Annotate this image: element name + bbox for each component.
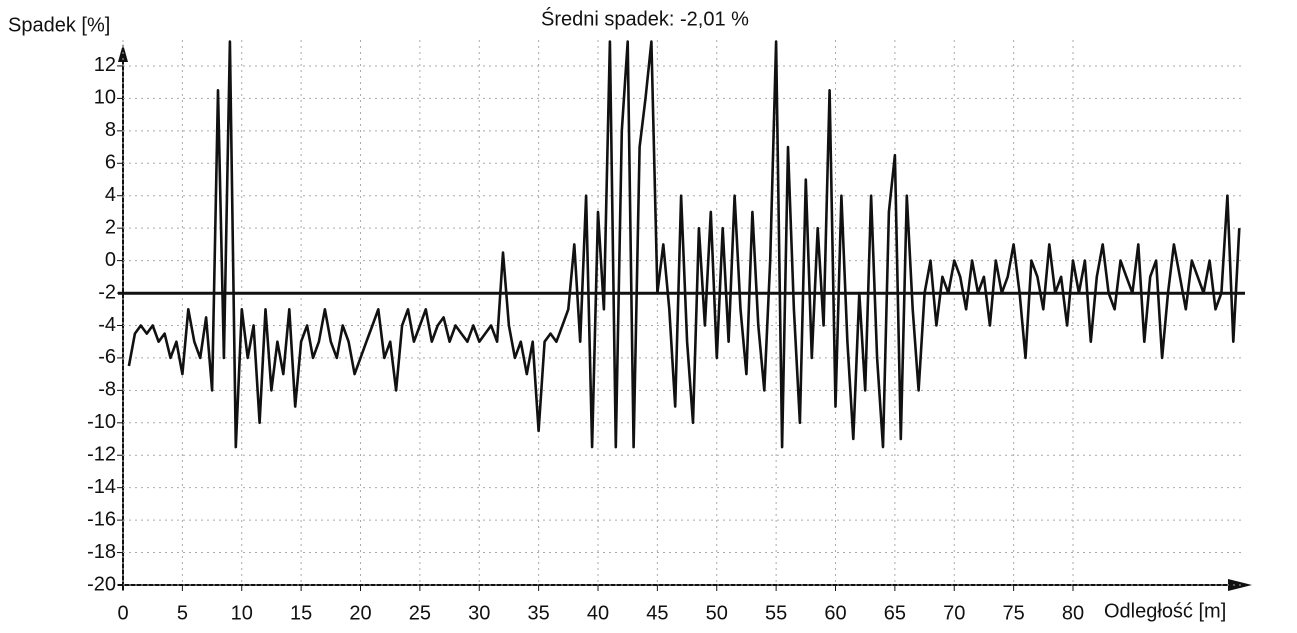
x-tick-label: 25	[409, 602, 431, 624]
y-tick-label: -4	[98, 314, 116, 336]
x-axis-label: Odległość [m]	[1104, 600, 1226, 622]
y-tick-label: -8	[98, 379, 116, 401]
y-tick-label: -16	[87, 508, 116, 530]
y-tick-label: 12	[94, 54, 116, 76]
x-tick-label: 40	[587, 602, 609, 624]
x-tick-label: 65	[884, 602, 906, 624]
x-tick-label: 75	[1003, 602, 1025, 624]
y-tick-label: -12	[87, 444, 116, 466]
y-axis-label: Spadek [%]	[8, 14, 110, 36]
x-tick-label: 10	[231, 602, 253, 624]
chart-title: Średni spadek: -2,01 %	[541, 6, 749, 30]
x-tick-label: 50	[706, 602, 728, 624]
y-tick-label: 10	[94, 87, 116, 109]
y-tick-label: -10	[87, 411, 116, 433]
x-tick-label: 45	[646, 602, 668, 624]
y-tick-label: 0	[105, 249, 116, 271]
x-tick-label: 30	[468, 602, 490, 624]
y-tick-label: 4	[105, 184, 116, 206]
y-tick-label: -18	[87, 541, 116, 563]
x-tick-label: 0	[117, 602, 128, 624]
x-tick-label: 60	[824, 602, 846, 624]
plot-area	[127, 40, 1241, 449]
x-tick-label: 55	[765, 602, 787, 624]
x-tick-label: 70	[943, 602, 965, 624]
y-tick-label: 8	[105, 119, 116, 141]
x-tick-label: 5	[177, 602, 188, 624]
x-tick-label: 20	[349, 602, 371, 624]
y-tick-label: -14	[87, 476, 116, 498]
x-tick-label: 80	[1062, 602, 1084, 624]
x-tick-label: 15	[290, 602, 312, 624]
x-tick-label: 35	[528, 602, 550, 624]
y-tick-label: -2	[98, 281, 116, 303]
y-tick-label: -6	[98, 346, 116, 368]
data-line	[127, 40, 1241, 449]
y-tick-label: 2	[105, 216, 116, 238]
y-tick-label: 6	[105, 152, 116, 174]
y-tick-label: -20	[87, 573, 116, 595]
